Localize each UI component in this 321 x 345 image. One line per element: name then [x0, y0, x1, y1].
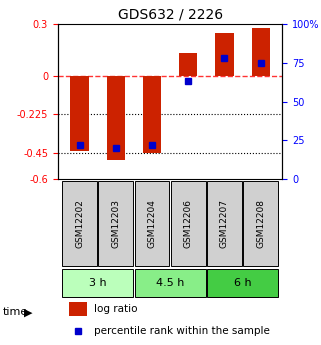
Text: 4.5 h: 4.5 h — [156, 278, 184, 288]
FancyBboxPatch shape — [98, 181, 133, 266]
Bar — [252, 28, 270, 76]
Bar — [179, 53, 197, 76]
Text: percentile rank within the sample: percentile rank within the sample — [94, 326, 270, 336]
Text: GSM12202: GSM12202 — [75, 199, 84, 248]
FancyBboxPatch shape — [171, 181, 206, 266]
Bar — [71, 76, 89, 151]
Text: time: time — [3, 307, 29, 317]
Bar — [215, 33, 234, 76]
Text: GSM12208: GSM12208 — [256, 199, 265, 248]
Text: 3 h: 3 h — [89, 278, 107, 288]
FancyBboxPatch shape — [134, 269, 206, 297]
Text: GSM12207: GSM12207 — [220, 199, 229, 248]
Text: 6 h: 6 h — [234, 278, 251, 288]
FancyBboxPatch shape — [207, 269, 278, 297]
FancyBboxPatch shape — [134, 181, 169, 266]
Text: ▶: ▶ — [24, 307, 32, 317]
Bar — [107, 76, 125, 160]
Bar — [143, 76, 161, 153]
Text: GSM12204: GSM12204 — [148, 199, 157, 248]
FancyBboxPatch shape — [207, 181, 242, 266]
FancyBboxPatch shape — [243, 181, 278, 266]
FancyBboxPatch shape — [62, 269, 133, 297]
Bar — [69, 302, 87, 316]
Title: GDS632 / 2226: GDS632 / 2226 — [117, 8, 223, 22]
Text: GSM12206: GSM12206 — [184, 199, 193, 248]
FancyBboxPatch shape — [62, 181, 97, 266]
Text: log ratio: log ratio — [94, 304, 137, 314]
Text: GSM12203: GSM12203 — [111, 199, 120, 248]
